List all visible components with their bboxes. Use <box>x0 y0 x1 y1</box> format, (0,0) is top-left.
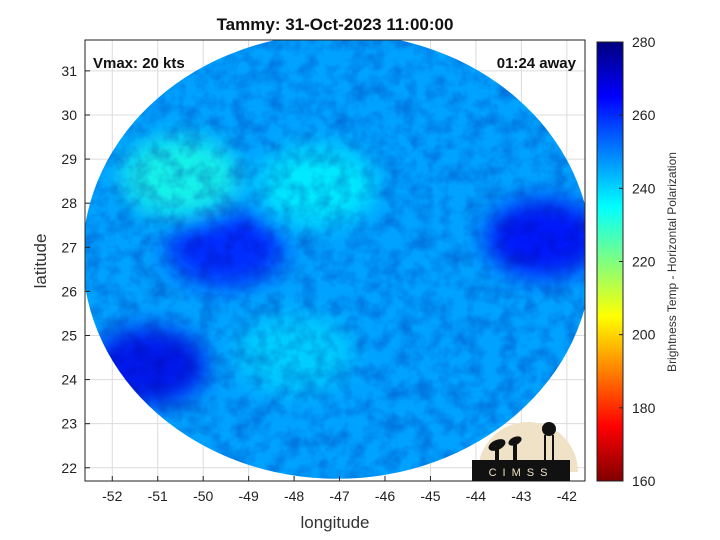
x-tick-label: -48 <box>284 488 304 504</box>
x-tick-label: -45 <box>420 488 440 504</box>
x-tick-label: -46 <box>375 488 395 504</box>
colorbar: 160 180 200 220 240 260 280 Brightness Temp - … <box>596 34 679 489</box>
colorbar-scale <box>596 41 624 482</box>
y-tick-label: 23 <box>61 416 77 432</box>
y-tick-label: 22 <box>61 460 77 476</box>
x-tick-label: -50 <box>193 488 213 504</box>
y-tick-label: 26 <box>61 283 77 299</box>
chart-title: Tammy: 31-Oct-2023 11:00:00 <box>217 15 454 34</box>
colorbar-tick-label: 240 <box>632 180 656 196</box>
y-axis-label: latitude <box>31 234 50 289</box>
colorbar-label: Brightness Temp - Horizontal Polarizatio… <box>665 152 679 372</box>
colorbar-ticks: 160 180 200 220 240 260 280 <box>619 34 656 489</box>
brightness-temp-swath <box>85 40 585 479</box>
y-tick-label: 24 <box>61 372 77 388</box>
logo-text: CIMSS <box>489 467 554 479</box>
y-tick-label: 27 <box>61 239 77 255</box>
colorbar-tick-label: 280 <box>632 34 656 50</box>
x-tick-label: -43 <box>511 488 531 504</box>
y-axis: 22 23 24 25 26 27 28 29 30 31 <box>61 63 90 476</box>
x-tick-label: -49 <box>239 488 259 504</box>
x-tick-label: -52 <box>102 488 122 504</box>
x-tick-label: -47 <box>329 488 349 504</box>
y-tick-label: 28 <box>61 195 77 211</box>
x-tick-label: -44 <box>466 488 486 504</box>
colorbar-tick-label: 260 <box>632 107 656 123</box>
x-tick-label: -42 <box>557 488 577 504</box>
x-axis-label: longitude <box>300 513 369 532</box>
y-tick-label: 31 <box>61 63 77 79</box>
colorbar-tick-label: 160 <box>632 473 656 489</box>
vmax-annotation: Vmax: 20 kts <box>93 55 185 72</box>
x-tick-label: -51 <box>148 488 168 504</box>
colorbar-tick-label: 180 <box>632 400 656 416</box>
plot-frame <box>84 39 586 482</box>
cimss-logo: CIMSS <box>472 422 578 481</box>
colorbar-tick-label: 220 <box>632 254 656 270</box>
swath-texture <box>85 40 585 479</box>
time-away-annotation: 01:24 away <box>497 55 577 72</box>
y-tick-label: 29 <box>61 151 77 167</box>
colorbar-tick-label: 200 <box>632 327 656 343</box>
x-axis: -52 -51 -50 -49 -48 -47 -46 -45 -44 -43 -42 <box>102 476 577 504</box>
y-tick-label: 25 <box>61 327 77 343</box>
y-tick-label: 30 <box>61 107 77 123</box>
